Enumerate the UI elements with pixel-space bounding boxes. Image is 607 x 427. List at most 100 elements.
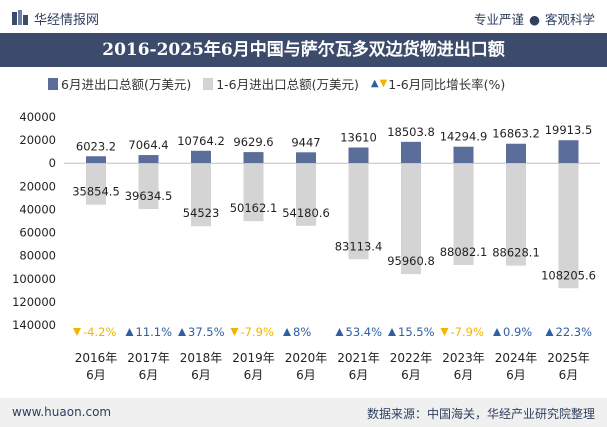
x-category-year: 2021年 [337,351,380,365]
footer-site: www.huaon.com [12,405,112,419]
chart-title: 2016-2025年6月中国与萨尔瓦多双边货物进出口额 [102,40,505,60]
export-value-label: 14294.9 [440,130,488,144]
growth-value-label: 53.4% [346,325,383,339]
import-bar [191,163,211,227]
legend-import-swatch [203,77,214,90]
growth-up-marker [388,328,396,336]
growth-up-marker [178,328,186,336]
x-category-year: 2022年 [390,351,433,365]
x-category-year: 2024年 [495,351,538,365]
header-slogan: 专业严谨 ● 客观科学 [474,9,595,28]
export-bar [138,155,159,164]
import-bar [506,163,526,266]
import-bar [86,163,106,205]
legend-growth: ▲▼1-6月同比增长率(%) [370,75,505,92]
import-bar [243,163,264,222]
x-category-year: 2016年 [75,351,118,365]
brand-name: 华经情报网 [34,13,100,28]
export-bar [86,156,106,164]
growth-value-label: -7.9% [241,325,274,339]
y-tick-label: 100000 [12,272,56,286]
growth-value-label: 8% [293,325,311,339]
growth-value-label: 37.5% [188,325,225,339]
import-value-label: 88628.1 [492,246,540,260]
legend-export-label: 6月进出口总额(万美元) [61,77,192,92]
title-bar: 2016-2025年6月中国与萨尔瓦多双边货物进出口额 [0,33,607,67]
import-value-label: 108205.6 [541,268,596,282]
growth-down-marker [73,328,81,336]
x-category-month: 6月 [139,368,159,382]
import-bar [401,163,421,275]
slogan-right: 客观科学 [544,12,595,27]
import-bar [138,163,159,210]
import-value-label: 95960.8 [387,254,435,268]
y-tick-label: 60000 [19,226,56,240]
x-category-month: 6月 [454,368,474,382]
growth-up-marker [125,328,134,336]
export-value-label: 16863.2 [492,127,540,141]
export-value-label: 9447 [291,135,320,149]
export-value-label: 9629.6 [233,135,273,149]
growth-up-marker [283,328,291,336]
export-value-label: 6023.2 [76,139,116,153]
y-tick-label: 20000 [19,179,56,193]
x-category-month: 6月 [349,368,369,382]
export-bar [558,140,579,164]
legend-export-swatch [48,77,58,90]
growth-down-marker [230,328,239,336]
import-value-label: 39634.5 [125,189,173,203]
import-value-label: 54180.6 [282,206,330,220]
export-value-label: 7064.4 [128,138,168,152]
slogan-left: 专业严谨 [474,12,525,27]
growth-up-marker [335,328,344,336]
import-value-label: 88082.1 [440,245,488,259]
x-category-month: 6月 [191,368,211,382]
growth-value-label: -4.2% [83,325,116,339]
x-category-month: 6月 [506,368,526,382]
import-bar [296,163,316,226]
import-bar [453,163,474,266]
x-category-month: 6月 [559,368,579,382]
footer-source: 数据来源：中国海关，华经产业研究院整理 [366,407,595,421]
y-tick-label: 140000 [12,318,56,332]
import-value-label: 83113.4 [335,239,383,253]
export-value-label: 19913.5 [545,123,593,137]
top-bar: 华经情报网 专业严谨 ● 客观科学 [0,0,607,33]
legend-import-label: 1-6月进出口总额(万美元) [216,77,359,92]
legend-growth-up-icon: ▲ [370,78,379,89]
footer-bar: www.huaon.com 数据来源：中国海关，华经产业研究院整理 [0,398,607,427]
chart-plot: 40000 20000 0 20000 40000 60000 80000 100000 120… [12,110,600,382]
legend-export: 6月进出口总额(万美元) [48,75,195,92]
x-category-month: 6月 [401,368,421,382]
export-bar [243,152,264,164]
growth-value-label: 15.5% [398,325,435,339]
y-tick-label: 40000 [19,202,56,216]
x-category-month: 6月 [244,368,264,382]
import-value-label: 50162.1 [230,201,278,215]
import-value-label: 54523 [183,206,220,220]
export-bar [348,147,369,164]
x-category-year: 2019年 [232,351,275,365]
y-tick-label: 120000 [12,295,56,309]
import-value-label: 35854.5 [72,185,120,199]
export-value-label: 10764.2 [177,134,225,148]
growth-down-marker [440,328,449,336]
x-category-month: 6月 [296,368,316,382]
huajing-logo-icon [12,10,28,25]
x-category-year: 2020年 [285,351,328,365]
export-bar [506,143,526,164]
y-tick-label: 40000 [19,110,56,124]
export-value-label: 13610 [340,130,377,144]
export-bar [453,146,474,164]
legend-growth-down-icon: ▼ [379,78,388,89]
import-bar [558,163,579,289]
slogan-separator: ● [529,12,540,27]
growth-value-label: -7.9% [451,325,484,339]
x-category-month: 6月 [86,368,106,382]
y-tick-label: 20000 [19,133,56,147]
export-bar [401,141,421,164]
x-category-year: 2018年 [180,351,223,365]
growth-up-marker [545,328,554,336]
legend-import: 1-6月进出口总额(万美元) [203,75,363,92]
growth-value-label: 11.1% [136,325,173,339]
